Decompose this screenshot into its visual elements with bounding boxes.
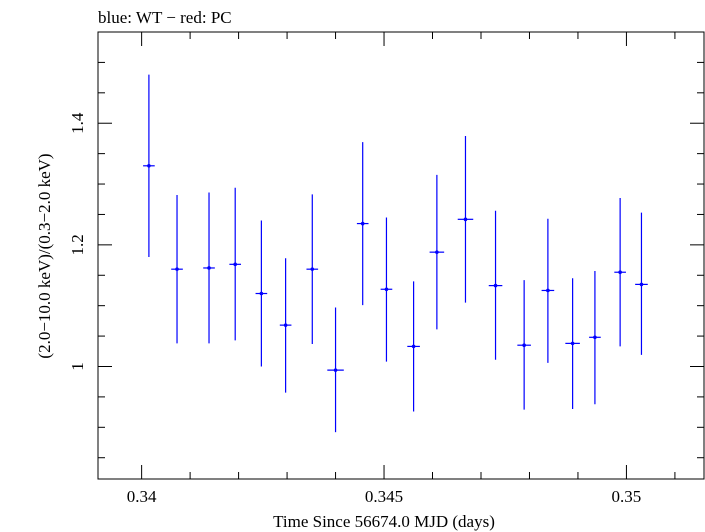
data-point bbox=[517, 280, 531, 410]
x-tick-label: 0.35 bbox=[612, 487, 642, 506]
data-point bbox=[380, 217, 393, 362]
plot-frame bbox=[97, 31, 705, 480]
point-marker bbox=[207, 266, 211, 270]
point-marker bbox=[259, 291, 264, 296]
data-point bbox=[279, 258, 292, 393]
point-marker bbox=[593, 335, 597, 340]
chart-title: blue: WT − red: PC bbox=[98, 8, 232, 27]
y-tick-label: 1.4 bbox=[68, 112, 87, 134]
data-point bbox=[429, 174, 445, 330]
point-marker bbox=[522, 343, 526, 348]
x-axis-label: Time Since 56674.0 MJD (days) bbox=[273, 512, 495, 531]
point-marker bbox=[546, 288, 550, 293]
data-point bbox=[589, 271, 601, 405]
point-marker bbox=[310, 267, 315, 271]
data-point bbox=[488, 210, 503, 360]
point-marker bbox=[639, 282, 644, 287]
point-marker bbox=[570, 341, 575, 346]
data-point bbox=[407, 281, 420, 412]
point-marker bbox=[283, 323, 288, 327]
data-point bbox=[255, 220, 268, 367]
data-point bbox=[143, 74, 155, 258]
point-marker bbox=[147, 163, 151, 168]
y-axis-ticks: 1 1.2 1.4 bbox=[68, 31, 704, 459]
data-point bbox=[203, 192, 215, 344]
y-axis-label: (2.0−10.0 keV)/(0.3−2.0 keV) bbox=[35, 153, 54, 358]
point-marker bbox=[233, 262, 237, 267]
point-marker bbox=[493, 283, 498, 288]
data-point bbox=[614, 198, 626, 347]
data-point bbox=[457, 135, 474, 303]
x-tick-label: 0.34 bbox=[127, 487, 157, 506]
data-points bbox=[143, 74, 648, 433]
data-point bbox=[306, 194, 319, 344]
point-marker bbox=[618, 270, 622, 275]
data-point bbox=[229, 187, 242, 341]
point-marker bbox=[384, 287, 389, 292]
point-marker bbox=[360, 221, 365, 226]
point-marker bbox=[333, 368, 338, 372]
data-point bbox=[565, 278, 580, 410]
data-point bbox=[541, 218, 555, 363]
point-marker bbox=[435, 250, 439, 254]
point-marker bbox=[411, 344, 416, 349]
y-tick-label: 1 bbox=[68, 362, 87, 371]
point-marker bbox=[175, 267, 179, 271]
data-point bbox=[635, 212, 648, 355]
data-point bbox=[171, 194, 183, 344]
x-axis-ticks: 0.34 0.345 0.35 bbox=[127, 32, 676, 506]
y-tick-label: 1.2 bbox=[68, 234, 87, 255]
x-tick-label: 0.345 bbox=[365, 487, 403, 506]
data-point bbox=[356, 142, 369, 306]
data-point bbox=[327, 307, 344, 433]
point-marker bbox=[463, 217, 468, 222]
